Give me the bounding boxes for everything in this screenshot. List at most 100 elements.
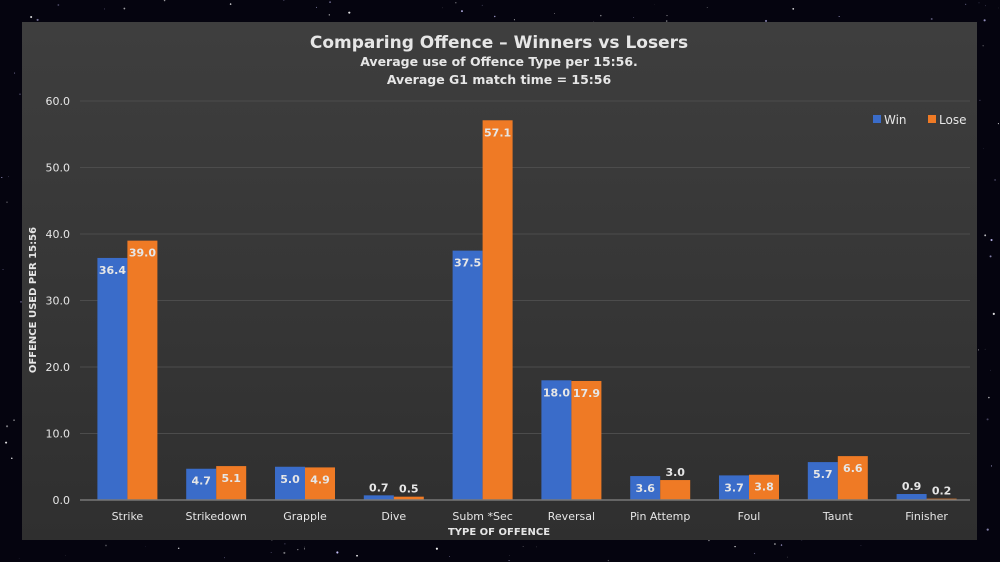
data-label: 4.7 [191, 475, 211, 488]
star [104, 8, 105, 10]
star [19, 93, 21, 95]
x-tick-label: Strike [112, 510, 144, 523]
star [20, 300, 22, 303]
star [5, 425, 9, 428]
data-label: 0.7 [369, 481, 389, 494]
star [986, 418, 989, 421]
star [348, 11, 351, 14]
data-label: 3.6 [635, 482, 655, 495]
star [328, 14, 330, 16]
bar-lose [127, 240, 158, 500]
star [163, 0, 166, 2]
bar-lose [749, 474, 779, 500]
star [435, 547, 438, 550]
x-tick-label: Finisher [905, 510, 948, 523]
star [838, 15, 840, 18]
star [708, 539, 710, 542]
star [666, 15, 668, 17]
bar-lose [482, 120, 513, 500]
star [224, 557, 225, 559]
star [177, 547, 180, 550]
bar-win [807, 462, 838, 500]
x-tick-label: Foul [738, 510, 761, 523]
star [930, 18, 933, 20]
chart-subtitle-2: Average G1 match time = 15:56 [387, 72, 612, 87]
bar-lose [837, 456, 868, 500]
star [965, 3, 967, 5]
data-label: 17.9 [573, 387, 600, 400]
star [982, 45, 984, 47]
star [990, 369, 991, 371]
star [123, 7, 126, 10]
star [780, 544, 783, 546]
star [633, 17, 635, 18]
star [513, 19, 515, 21]
star [978, 2, 980, 4]
star [787, 556, 788, 558]
star [461, 10, 463, 13]
data-label: 3.7 [724, 481, 744, 494]
star [753, 552, 756, 555]
legend-swatch-lose [928, 115, 936, 123]
y-tick-label: 0.0 [53, 494, 71, 507]
star [303, 548, 305, 550]
star [356, 554, 358, 557]
bar-lose [660, 480, 691, 500]
bar-win [363, 495, 394, 500]
y-axis-label: OFFENCE USED PER 15:56 [28, 227, 39, 373]
star [989, 255, 992, 258]
star [983, 19, 986, 22]
data-label: 39.0 [129, 247, 156, 260]
star [536, 546, 537, 548]
star [2, 268, 4, 271]
y-tick-label: 20.0 [46, 361, 71, 374]
x-tick-label: Dive [381, 510, 406, 523]
chart-title: Comparing Offence – Winners vs Losers [310, 33, 688, 53]
star [449, 556, 451, 557]
bar-lose [571, 380, 602, 500]
star [764, 19, 768, 22]
star [30, 15, 33, 19]
x-tick-label: Pin Attemp [630, 510, 690, 523]
bar-chart: Comparing Offence – Winners vs Losers Av… [28, 33, 970, 538]
star [978, 349, 979, 351]
x-tick-label: Taunt [822, 510, 854, 523]
data-label: 5.7 [813, 468, 833, 481]
star [57, 4, 60, 6]
star [455, 2, 457, 4]
legend-label: Win [884, 113, 907, 127]
star [600, 14, 602, 17]
data-label: 3.0 [665, 466, 685, 479]
star [316, 6, 317, 8]
x-tick-label: Subm *Sec [452, 510, 512, 523]
x-tick-label: Grapple [283, 510, 327, 523]
star [860, 545, 862, 546]
star [994, 179, 996, 181]
star [105, 544, 107, 547]
legend-swatch-win [873, 115, 881, 123]
star [336, 551, 339, 554]
star [522, 546, 524, 547]
star [5, 441, 8, 444]
star [283, 0, 285, 1]
star [706, 7, 708, 8]
x-tick-label: Reversal [548, 510, 595, 523]
star [990, 238, 993, 242]
star [508, 560, 510, 562]
chart-panel: Comparing Offence – Winners vs Losers Av… [22, 22, 977, 540]
star [986, 528, 989, 531]
star [229, 3, 232, 5]
star [36, 18, 39, 22]
star [6, 201, 8, 203]
bar-win [896, 494, 927, 500]
star [988, 396, 990, 399]
star [1, 176, 3, 178]
star [8, 176, 9, 178]
data-label: 37.5 [454, 257, 481, 270]
chart-subtitle-1: Average use of Offence Type per 15:56. [360, 54, 638, 69]
data-label: 4.9 [310, 473, 330, 486]
star [14, 72, 16, 74]
star [774, 543, 776, 545]
data-label: 57.1 [484, 126, 511, 139]
data-label: 3.8 [754, 481, 774, 494]
